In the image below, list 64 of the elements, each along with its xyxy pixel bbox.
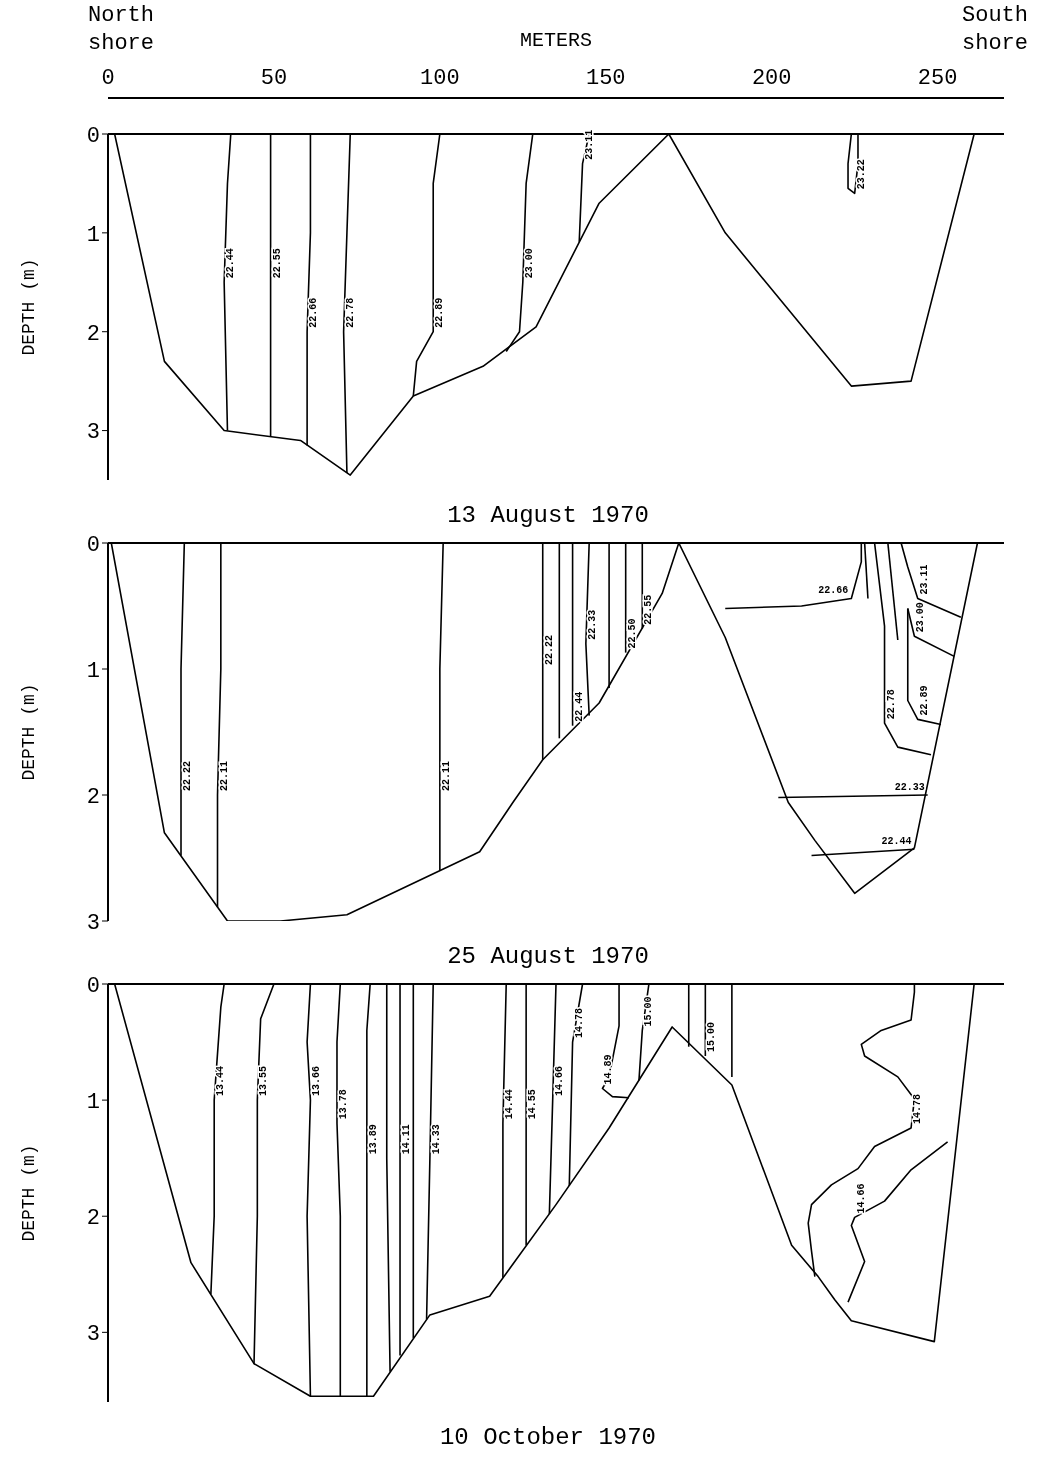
- text: 22.66: [308, 297, 320, 328]
- text: 22.55: [271, 248, 283, 279]
- text: 14.33: [430, 1124, 442, 1155]
- y-tick-label: 2: [86, 1206, 100, 1232]
- y-tick-label: 3: [86, 910, 100, 936]
- text: 13.89: [367, 1124, 379, 1155]
- x-tick-label: 100: [420, 66, 460, 91]
- text: 13.66: [311, 1066, 323, 1097]
- text: 14.66: [855, 1183, 867, 1214]
- text: 22.78: [344, 297, 356, 328]
- y-tick-label: 2: [86, 321, 100, 347]
- text: 22.11: [440, 760, 452, 791]
- text: 22.22: [543, 634, 555, 665]
- y-axis-title: DEPTH (m): [19, 258, 40, 356]
- text: 22.22: [182, 760, 194, 791]
- series-label: 22.33: [894, 782, 925, 793]
- text: 14.44: [503, 1089, 515, 1120]
- text: 14.78: [573, 1008, 585, 1039]
- text: 13.44: [215, 1066, 227, 1097]
- text: 22.44: [225, 248, 237, 279]
- text: 15.00: [706, 1021, 718, 1052]
- y-axis-title: DEPTH (m): [19, 683, 40, 781]
- text: North shore: [88, 2, 155, 58]
- text: 13 August 1970: [446, 502, 650, 529]
- text: 22.44: [573, 691, 585, 722]
- y-tick-label: 2: [86, 784, 100, 810]
- text: 13.78: [337, 1089, 349, 1120]
- y-tick-label: 1: [86, 1089, 100, 1115]
- series-label: 22.66: [818, 585, 849, 597]
- text: 22.55: [643, 594, 655, 625]
- y-tick-label: 0: [86, 532, 100, 558]
- text: 22.33: [586, 609, 598, 640]
- text: 14.11: [401, 1124, 413, 1155]
- y-tick-label: 1: [86, 658, 100, 684]
- text: 23.00: [523, 248, 535, 279]
- y-tick-label: 0: [86, 123, 100, 149]
- text: 22.89: [918, 685, 930, 716]
- series-label: 22.44: [881, 836, 912, 848]
- text: 14.55: [527, 1089, 539, 1120]
- y-tick-label: 1: [86, 222, 100, 248]
- x-tick-label: 50: [260, 66, 288, 91]
- text: 23.00: [915, 602, 927, 633]
- y-tick-label: 3: [86, 420, 100, 446]
- y-tick-label: 3: [86, 1322, 100, 1348]
- text: 22.89: [434, 297, 446, 328]
- text: 10 October 1970: [438, 1424, 657, 1451]
- text: 23.11: [918, 564, 930, 595]
- y-tick-label: 0: [86, 973, 100, 999]
- text: 23.11: [583, 129, 595, 160]
- x-tick-label: 200: [751, 66, 792, 91]
- text: 22.11: [218, 760, 230, 791]
- text: 23.22: [855, 159, 867, 190]
- text: 25 August 1970: [446, 943, 650, 970]
- text: 14.78: [912, 1093, 924, 1124]
- text: 14.66: [553, 1066, 565, 1097]
- text: 13.55: [258, 1066, 270, 1097]
- x-axis-title: METERS: [519, 29, 593, 52]
- text: 15.00: [643, 996, 655, 1027]
- y-axis-title: DEPTH (m): [19, 1144, 40, 1242]
- text: South shore: [961, 2, 1028, 58]
- x-tick-label: 150: [585, 66, 626, 91]
- text: 22.50: [626, 618, 638, 649]
- x-tick-label: 250: [917, 66, 958, 91]
- text: 22.78: [885, 689, 897, 720]
